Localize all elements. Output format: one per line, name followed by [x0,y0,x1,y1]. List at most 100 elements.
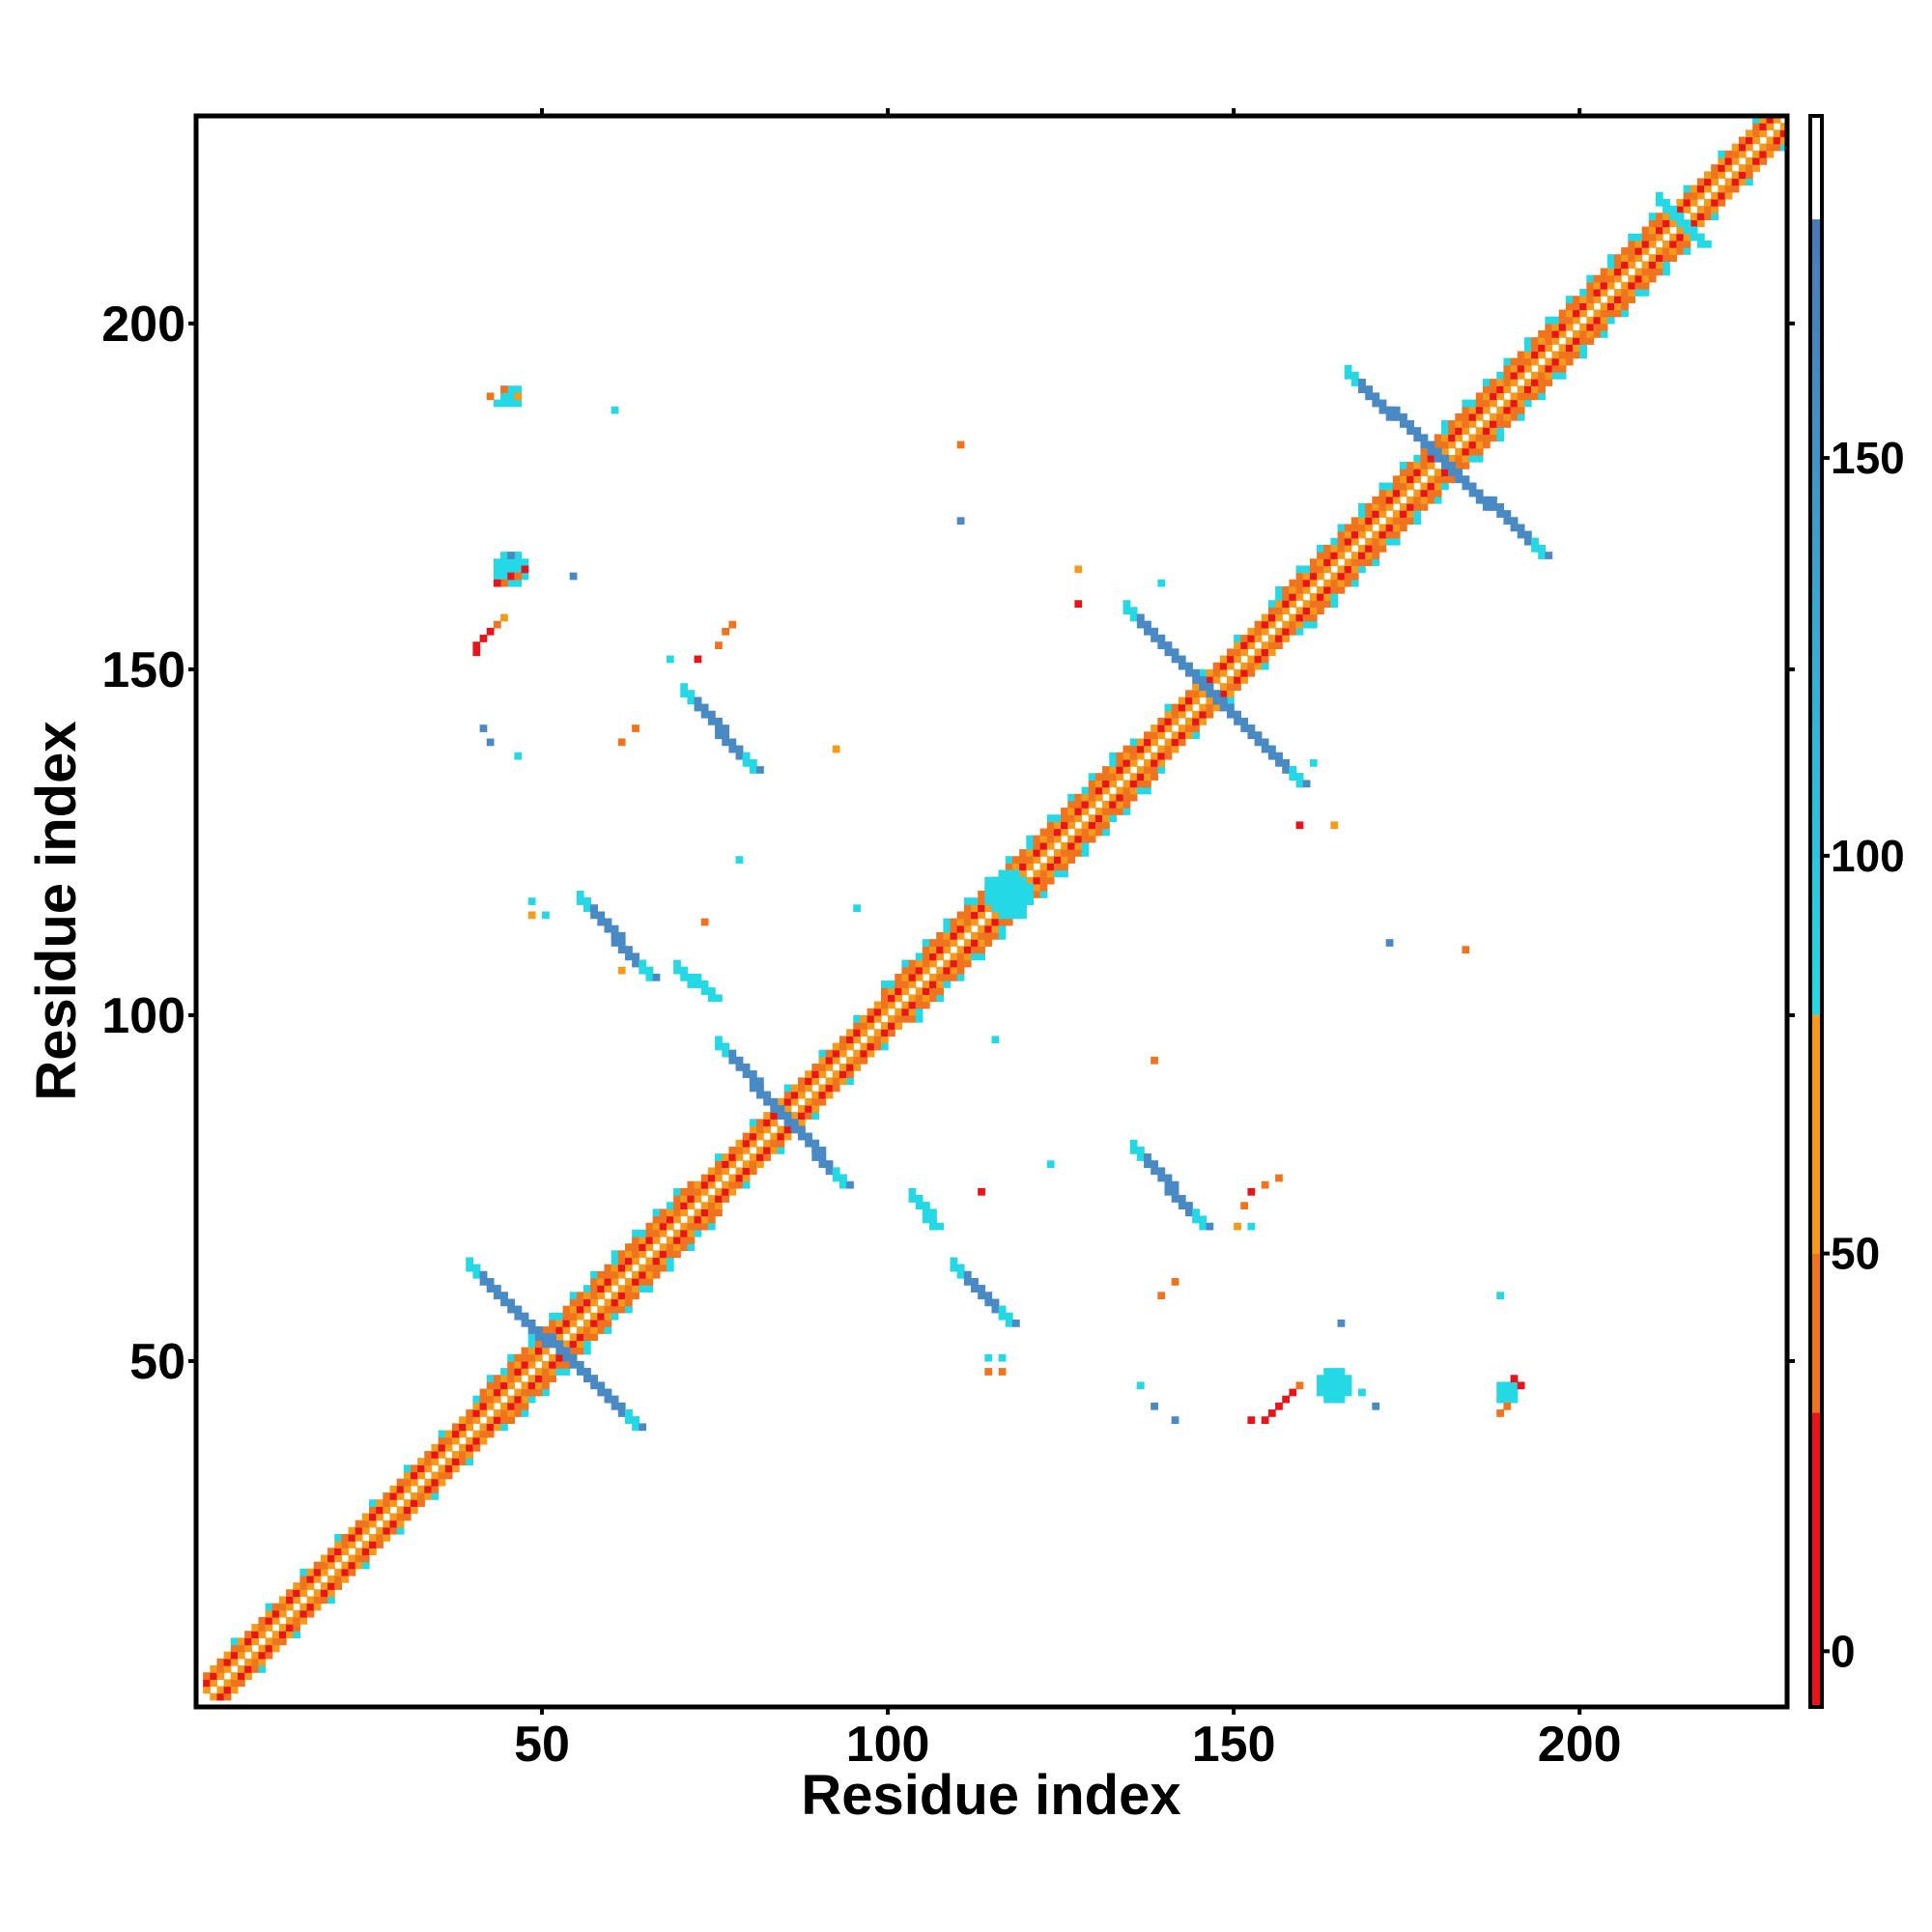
diagonal-cell [1606,302,1615,311]
diagonal-cell [1365,544,1373,553]
diagonal-cell [1496,406,1504,414]
strand-cell [950,1257,958,1265]
cluster-cell [1330,1375,1339,1383]
strand-cell [1427,440,1435,449]
diagonal-cell [832,1042,840,1051]
diagonal-cell [313,1561,322,1570]
diagonal-cell [569,1340,578,1349]
strand-cell [1275,752,1283,760]
diagonal-cell [1385,524,1394,532]
diagonal-cell [251,1624,260,1632]
diagonal-cell [493,1381,501,1390]
contact-cell [1261,1180,1269,1189]
contact-cell [493,620,501,629]
diagonal-cell [604,1278,612,1286]
diagonal-cell [1711,206,1719,213]
diagonal-cell [763,1153,771,1161]
diagonal-cell [1295,607,1304,615]
strand-cell [1178,655,1186,664]
diagonal-cell [534,1353,543,1362]
diagonal-cell [1144,731,1151,740]
diagonal-cell [396,1506,405,1515]
diagonal-cell [1102,828,1110,837]
strand-cell [1199,683,1208,691]
cluster-cell [1019,876,1027,885]
diagonal-cell [1267,620,1276,629]
strand-cell [652,973,661,981]
diagonal-cell [756,1160,764,1169]
diagonal-cell [258,1624,267,1632]
diagonal-cell [438,1430,446,1438]
diagonal-cell [1655,233,1663,242]
contact-cell [493,399,501,408]
diagonal-cell [361,1548,370,1556]
diagonal-cell [479,1436,488,1445]
diagonal-cell [880,1008,889,1016]
diagonal-cell [1648,226,1657,235]
diagonal-cell [1365,524,1373,532]
diagonal-cell [466,1409,474,1417]
cluster-cell [1323,1368,1331,1376]
diagonal-cell [1613,302,1622,311]
diagonal-cell [1199,668,1208,677]
diagonal-cell [1185,703,1193,712]
diagonal-cell [396,1526,405,1535]
diagonal-cell [1613,261,1622,270]
cluster-cell [500,399,508,408]
diagonal-cell [1490,412,1497,421]
diagonal-cell [971,911,979,920]
diagonal-cell [1759,150,1768,158]
diagonal-cell [680,1208,689,1217]
diagonal-cell [210,1679,218,1688]
strand-cell [604,924,612,933]
diagonal-cell [790,1084,799,1093]
diagonal-cell [1317,552,1324,559]
diagonal-cell [1212,676,1221,684]
diagonal-cell [1399,503,1407,511]
diagonal-cell [1240,648,1249,657]
strand-cell [1212,690,1221,698]
diagonal-cell [783,1125,792,1134]
diagonal-cell [624,1285,633,1293]
strand-cell [694,696,702,705]
diagonal-cell [451,1451,460,1459]
diagonal-cell [1773,129,1781,138]
diagonal-cell [403,1499,412,1507]
diagonal-cell [1634,254,1643,262]
diagonal-cell [1088,814,1096,823]
diagonal-cell [722,1167,729,1176]
diagonal-cell [956,911,965,920]
strand-cell [694,980,702,988]
diagonal-cell [583,1340,591,1349]
diagonal-cell [223,1686,232,1694]
diagonal-cell [293,1631,301,1638]
diagonal-cell [1234,683,1241,691]
strand-cell [1122,607,1131,615]
diagonal-cell [853,1029,862,1037]
diagonal-cell [1282,585,1291,594]
strand-cell [1005,1312,1013,1321]
cluster-cell [493,572,501,581]
strand-cell [915,1195,923,1203]
diagonal-cell [1468,406,1477,414]
strand-cell [749,766,757,774]
diagonal-cell [652,1264,661,1272]
contact-cell [1171,1278,1179,1286]
strand-cell [838,1180,847,1189]
strand-cell [978,1285,985,1293]
diagonal-cell [223,1679,232,1688]
strand-cell [1226,703,1235,712]
diagonal-cell [604,1264,612,1272]
diagonal-cell [1523,357,1532,366]
diagonal-cell [652,1208,661,1217]
strand-cell [1669,213,1678,221]
diagonal-cell [1199,703,1208,712]
diagonal-cell [971,946,979,954]
diagonal-cell [763,1146,771,1154]
diagonal-cell [355,1533,363,1542]
diagonal-cell [1323,558,1331,567]
diagonal-cell [652,1215,661,1224]
diagonal-cell [361,1561,370,1570]
diagonal-cell [1752,129,1760,138]
diagonal-cell [1039,841,1048,850]
